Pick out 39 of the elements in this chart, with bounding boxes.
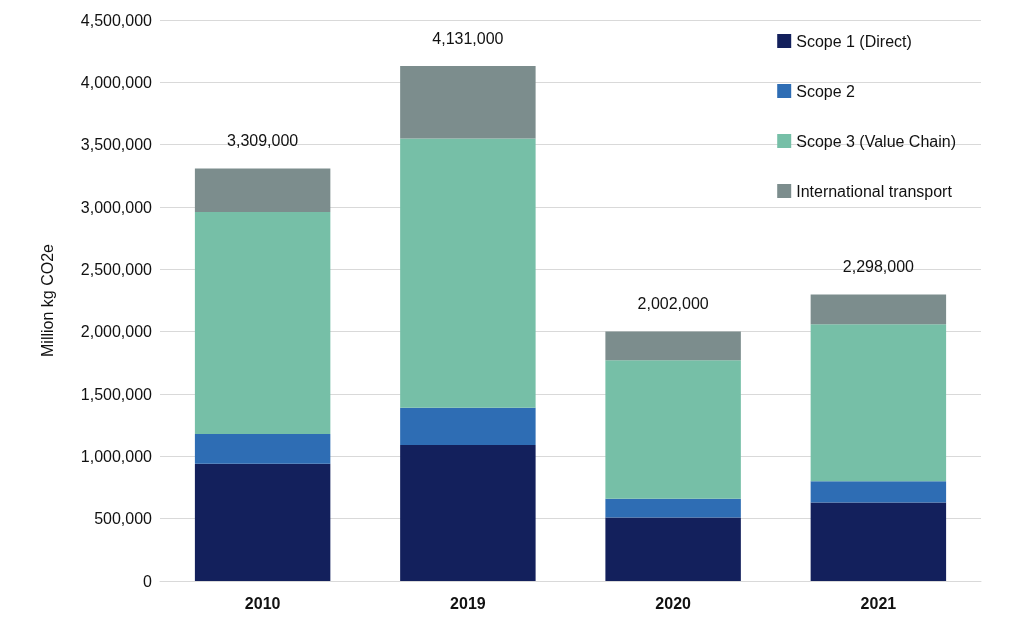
x-tick-label: 2021	[860, 594, 897, 612]
y-tick-label: 0	[143, 572, 153, 590]
legend-label: Scope 1 (Direct)	[796, 32, 912, 50]
bar	[810, 324, 947, 482]
bar	[194, 211, 331, 434]
bar	[400, 407, 536, 446]
bar	[810, 481, 947, 503]
x-tick-label: 2010	[244, 594, 281, 612]
y-axis-title: Million kg CO2e	[38, 243, 56, 357]
bar	[400, 138, 536, 408]
bar	[605, 331, 741, 361]
bar	[605, 498, 741, 518]
y-tick-label: 4,000,000	[80, 73, 153, 91]
bar	[810, 294, 947, 325]
y-tick-label: 500,000	[94, 510, 153, 528]
y-tick-label: 1,500,000	[80, 385, 153, 403]
bar	[194, 168, 331, 212]
x-tick-label: 2019	[450, 594, 486, 612]
bar	[400, 66, 536, 139]
bar	[194, 463, 331, 581]
x-tick-label: 2020	[655, 594, 692, 612]
total-label: 2,298,000	[842, 258, 915, 276]
legend-label: Scope 2	[796, 82, 856, 100]
legend-label: International transport	[796, 182, 953, 200]
total-label: 4,131,000	[432, 29, 504, 47]
y-tick-label: 1,000,000	[80, 447, 153, 465]
bar	[194, 433, 331, 464]
y-tick-label: 2,000,000	[80, 323, 153, 341]
total-label: 3,309,000	[227, 131, 299, 149]
y-tick-label: 3,000,000	[80, 198, 153, 216]
y-tick-label: 3,500,000	[80, 136, 153, 154]
y-tick-label: 2,500,000	[80, 260, 153, 278]
bar	[400, 445, 536, 581]
legend-label: Scope 3 (Value Chain)	[796, 132, 956, 150]
total-label: 2,002,000	[637, 294, 709, 312]
y-tick-label: 4,500,000	[80, 11, 153, 29]
bar	[810, 502, 947, 581]
bar	[605, 517, 741, 581]
bar	[605, 360, 741, 499]
